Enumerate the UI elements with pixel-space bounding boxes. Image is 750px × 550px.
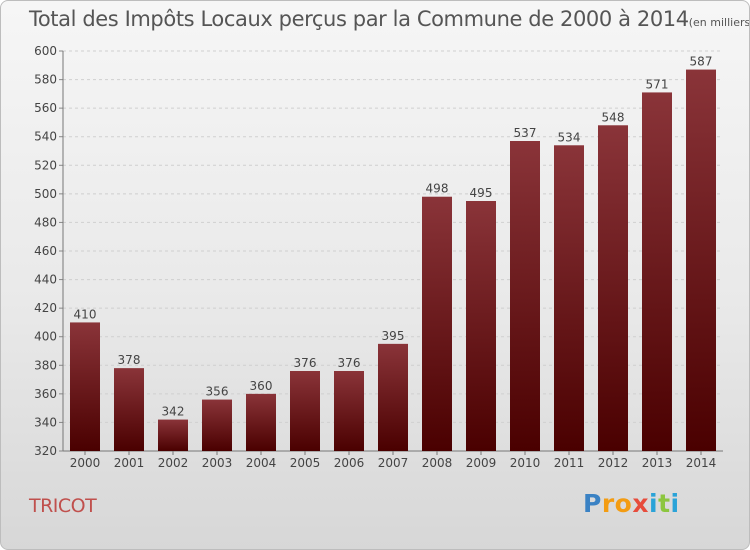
bar-2000 xyxy=(70,322,100,451)
commune-name: TRICOT xyxy=(29,495,97,517)
bar-2002 xyxy=(158,419,188,451)
logo-letter: o xyxy=(614,489,633,518)
value-label: 534 xyxy=(558,130,581,144)
bar-2008 xyxy=(422,196,452,451)
y-tick-label: 600 xyxy=(34,44,57,58)
value-label: 548 xyxy=(602,110,625,124)
y-tick-label: 560 xyxy=(34,101,57,115)
y-tick-label: 380 xyxy=(34,358,57,372)
x-tick-label: 2004 xyxy=(246,456,277,470)
bar-2004 xyxy=(246,393,276,451)
bar-2003 xyxy=(202,399,232,451)
y-tick-label: 320 xyxy=(34,444,57,458)
y-tick-label: 500 xyxy=(34,187,57,201)
y-tick-label: 440 xyxy=(34,273,57,287)
value-label: 498 xyxy=(426,182,449,196)
y-tick-label: 400 xyxy=(34,330,57,344)
logo-letter: P xyxy=(583,489,602,518)
value-label: 376 xyxy=(338,356,361,370)
bar-2007 xyxy=(378,343,408,451)
value-label: 571 xyxy=(646,77,669,91)
value-label: 495 xyxy=(470,186,493,200)
y-tick-label: 520 xyxy=(34,158,57,172)
x-tick-label: 2000 xyxy=(70,456,101,470)
x-tick-label: 2010 xyxy=(510,456,541,470)
logo-letter: i xyxy=(649,489,659,518)
x-tick-label: 2001 xyxy=(114,456,145,470)
value-label: 356 xyxy=(206,385,229,399)
bar-2011 xyxy=(554,145,584,452)
logo-letter: r xyxy=(601,489,615,518)
y-tick-label: 580 xyxy=(34,73,57,87)
value-label: 376 xyxy=(294,356,317,370)
y-tick-label: 340 xyxy=(34,415,57,429)
value-label: 395 xyxy=(382,329,405,343)
y-tick-label: 480 xyxy=(34,215,57,229)
title-text: Total des Impôts Locaux perçus par la Co… xyxy=(29,7,689,31)
value-label: 537 xyxy=(514,126,537,140)
value-label: 378 xyxy=(118,353,141,367)
proxiti-logo: Proxiti xyxy=(583,489,680,518)
value-label: 587 xyxy=(690,55,713,69)
title-unit: (en milliers d'€) xyxy=(688,16,750,29)
x-tick-label: 2012 xyxy=(598,456,629,470)
x-tick-label: 2002 xyxy=(158,456,189,470)
x-tick-label: 2005 xyxy=(290,456,321,470)
bar-2010 xyxy=(510,141,540,451)
y-tick-label: 360 xyxy=(34,387,57,401)
x-tick-label: 2007 xyxy=(378,456,409,470)
x-tick-label: 2003 xyxy=(202,456,233,470)
y-tick-label: 420 xyxy=(34,301,57,315)
logo-letter: t xyxy=(658,489,671,518)
y-tick-label: 460 xyxy=(34,244,57,258)
x-tick-label: 2011 xyxy=(554,456,585,470)
bar-2013 xyxy=(642,92,672,451)
x-tick-label: 2008 xyxy=(422,456,453,470)
bar-2009 xyxy=(466,201,496,451)
value-label: 360 xyxy=(250,379,273,393)
x-tick-label: 2009 xyxy=(466,456,497,470)
x-tick-label: 2014 xyxy=(686,456,717,470)
bar-2014 xyxy=(686,69,716,452)
value-label: 342 xyxy=(162,405,185,419)
bar-2005 xyxy=(290,371,320,451)
logo-letter: i xyxy=(670,489,680,518)
bar-2012 xyxy=(598,125,628,452)
y-tick-label: 540 xyxy=(34,130,57,144)
bar-2006 xyxy=(334,371,364,451)
x-tick-label: 2013 xyxy=(642,456,673,470)
x-tick-label: 2006 xyxy=(334,456,365,470)
chart-title: Total des Impôts Locaux perçus par la Co… xyxy=(29,7,750,31)
value-label: 410 xyxy=(74,307,97,321)
logo-letter: x xyxy=(632,489,649,518)
bar-2001 xyxy=(114,368,144,451)
